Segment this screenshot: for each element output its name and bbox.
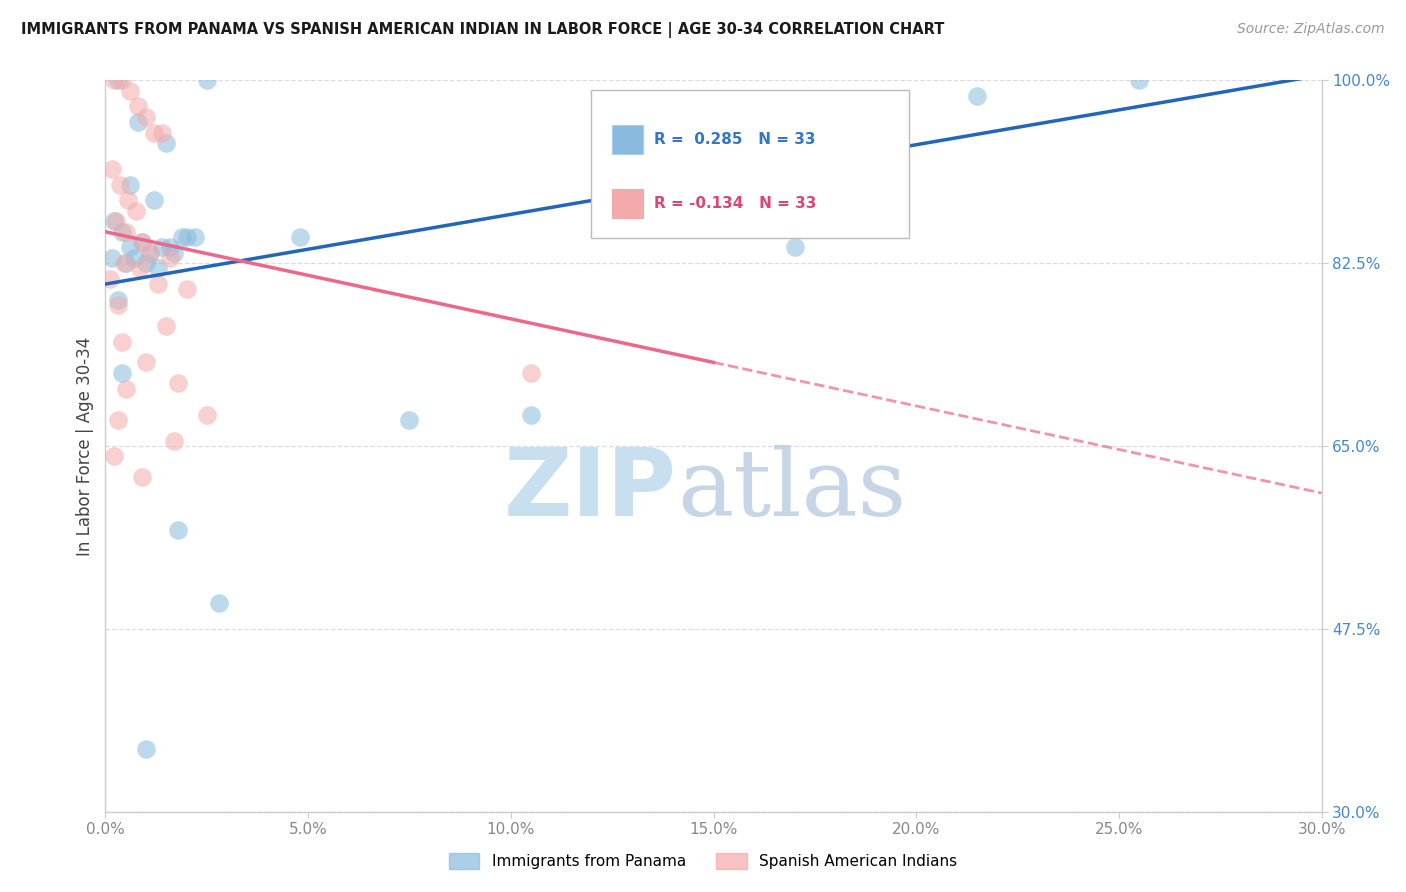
Text: IMMIGRANTS FROM PANAMA VS SPANISH AMERICAN INDIAN IN LABOR FORCE | AGE 30-34 COR: IMMIGRANTS FROM PANAMA VS SPANISH AMERIC…	[21, 22, 945, 38]
Y-axis label: In Labor Force | Age 30-34: In Labor Force | Age 30-34	[76, 336, 94, 556]
Point	[159, 240, 181, 254]
Point	[107, 293, 129, 307]
Point	[104, 214, 127, 228]
Point	[783, 240, 806, 254]
Text: Source: ZipAtlas.com: Source: ZipAtlas.com	[1237, 22, 1385, 37]
Point	[118, 240, 141, 254]
Point	[127, 99, 149, 113]
Legend: Immigrants from Panama, Spanish American Indians: Immigrants from Panama, Spanish American…	[443, 847, 963, 875]
Point	[125, 203, 148, 218]
Text: atlas: atlas	[678, 445, 907, 535]
Point	[118, 178, 141, 192]
Point	[114, 256, 136, 270]
Point	[135, 256, 157, 270]
Point	[135, 742, 157, 756]
Point	[150, 126, 173, 140]
Point	[111, 225, 134, 239]
Point	[172, 230, 194, 244]
Point	[114, 225, 136, 239]
Point	[176, 230, 198, 244]
Point	[118, 84, 141, 98]
Point	[195, 408, 218, 422]
Point	[111, 334, 134, 349]
Point	[288, 230, 311, 244]
Point	[143, 194, 166, 208]
Point	[1128, 73, 1150, 87]
Point	[155, 136, 177, 150]
Point	[131, 470, 153, 484]
Point	[150, 240, 173, 254]
Point	[103, 73, 125, 87]
Point	[100, 162, 122, 177]
Point	[100, 251, 122, 265]
Point	[98, 272, 121, 286]
Point	[122, 251, 145, 265]
Point	[103, 214, 125, 228]
Point	[131, 235, 153, 250]
Point	[143, 126, 166, 140]
Point	[103, 450, 125, 464]
Point	[520, 366, 543, 380]
Point	[208, 596, 231, 610]
Point	[117, 194, 139, 208]
Point	[167, 523, 190, 537]
Point	[966, 89, 988, 103]
Text: R = -0.134   N = 33: R = -0.134 N = 33	[654, 196, 817, 211]
Point	[139, 245, 162, 260]
Point	[195, 73, 218, 87]
Point	[111, 366, 134, 380]
Point	[107, 413, 129, 427]
Point	[139, 245, 162, 260]
Point	[107, 73, 129, 87]
Point	[127, 115, 149, 129]
Point	[167, 376, 190, 391]
Point	[520, 408, 543, 422]
Point	[163, 434, 186, 448]
Point	[159, 251, 181, 265]
Point	[146, 261, 169, 276]
Point	[114, 382, 136, 396]
Point	[183, 230, 205, 244]
Point	[131, 235, 153, 250]
Text: ZIP: ZIP	[505, 444, 678, 536]
Point	[176, 282, 198, 296]
Point	[155, 318, 177, 333]
Point	[111, 73, 134, 87]
Point	[146, 277, 169, 291]
Point	[135, 110, 157, 124]
Text: R =  0.285   N = 33: R = 0.285 N = 33	[654, 132, 815, 147]
Point	[107, 298, 129, 312]
Point	[398, 413, 420, 427]
Point	[135, 355, 157, 369]
Point	[163, 245, 186, 260]
Point	[112, 256, 135, 270]
Point	[108, 178, 131, 192]
Point	[129, 261, 152, 276]
